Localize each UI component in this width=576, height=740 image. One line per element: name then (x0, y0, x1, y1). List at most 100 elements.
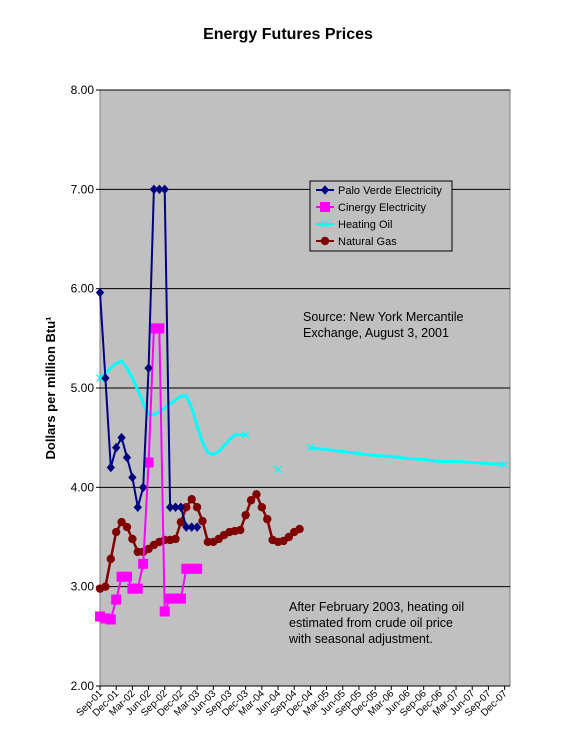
cinergy-electricity-point (165, 593, 176, 604)
palo-verde-electricity-point (117, 432, 126, 443)
heating-oil-note-line-2: estimated from crude oil price (289, 616, 453, 630)
y-tick-label: 4.00 (71, 480, 95, 494)
natural-gas-point (176, 517, 186, 527)
legend-label-heating-oil: Heating Oil (338, 219, 392, 231)
palo-verde-electricity-point (128, 472, 137, 483)
source-note-line-1: Source: New York Mercantile (303, 310, 464, 324)
natural-gas-point (263, 514, 272, 524)
natural-gas-point (187, 495, 196, 504)
natural-gas-point (295, 524, 304, 534)
cinergy-electricity-point (170, 593, 181, 604)
natural-gas-point (236, 525, 245, 535)
palo-verde-electricity-point (149, 184, 159, 195)
cinergy-electricity-point (100, 613, 111, 624)
legend-label-natural-gas: Natural Gas (338, 236, 397, 248)
source-note-line-2: Exchange, August 3, 2001 (303, 326, 449, 340)
natural-gas-point (128, 534, 137, 544)
heating-oil-point (96, 374, 104, 382)
y-axis-ticks: 2.00 3.00 4.00 5.00 6.00 7.00 8.00 (71, 83, 100, 693)
palo-verde-electricity-point (182, 522, 191, 532)
cinergy-electricity-point (192, 563, 203, 574)
cinergy-electricity-point (148, 323, 159, 334)
series-palo-verde-electricity (95, 184, 202, 532)
natural-gas-point (252, 490, 261, 499)
natural-gas-point (182, 503, 191, 512)
palo-verde-electricity-point (106, 462, 115, 473)
palo-verde-electricity-point (155, 184, 164, 195)
cinergy-electricity-point (127, 583, 138, 594)
palo-verde-electricity-point (187, 522, 196, 532)
heating-oil-point-stroke (306, 443, 315, 452)
natural-gas-point (101, 582, 110, 591)
y-tick-label: 5.00 (71, 381, 95, 395)
heating-oil-note-line-1: After February 2003, heating oil (289, 600, 464, 614)
natural-gas-point (284, 532, 294, 542)
cinergy-electricity-point (143, 457, 154, 468)
heating-oil-point (306, 443, 315, 452)
palo-verde-electricity-point (160, 184, 169, 195)
cinergy-electricity-point (132, 583, 143, 594)
natural-gas-point (106, 554, 115, 564)
cinergy-electricity-point (181, 563, 192, 574)
natural-gas-point (111, 527, 121, 537)
cinergy-electricity-point (138, 558, 149, 569)
palo-verde-electricity-point (133, 502, 142, 512)
legend-marker-natural-gas (320, 236, 330, 246)
cinergy-electricity-point (111, 594, 122, 605)
y-tick-label: 3.00 (71, 580, 95, 594)
heating-oil-point-stroke (241, 430, 250, 439)
cinergy-electricity-point (186, 563, 197, 574)
x-axis-ticks: Sep-01Dec-01Mar-02Jun-02Sep-02Dec-02Mar-… (75, 685, 510, 719)
palo-verde-electricity-point (171, 502, 180, 512)
cinergy-electricity-point (105, 614, 116, 625)
palo-verde-electricity-point (144, 363, 153, 373)
y-tick-label: 6.00 (71, 282, 95, 296)
legend-marker-heating-oil-stroke (321, 220, 329, 228)
source-note: Source: New York Mercantile Exchange, Au… (303, 310, 467, 340)
heating-oil-point (500, 460, 509, 469)
palo-verde-electricity-point (101, 373, 110, 383)
cinergy-electricity-point (175, 593, 186, 604)
heating-oil-point-stroke (274, 465, 282, 474)
palo-verde-electricity-point (95, 287, 105, 298)
palo-verde-electricity-point (192, 522, 202, 532)
legend-box (309, 180, 453, 252)
legend-marker-palo-verde-electricity (320, 185, 330, 195)
cinergy-electricity-point (116, 571, 127, 582)
legend-marker-cinergy-electricity (320, 202, 330, 212)
legend: Palo Verde Electricity Cinergy Electricit… (309, 180, 453, 252)
natural-gas-point (122, 522, 132, 532)
natural-gas-point (246, 496, 256, 505)
palo-verde-electricity-point (122, 452, 132, 463)
natural-gas-point (241, 510, 250, 520)
heating-oil-point (241, 430, 250, 439)
cinergy-electricity-point (159, 606, 170, 617)
natural-gas-point (257, 503, 267, 512)
y-axis-label: Dollars per million Btu¹ (43, 316, 58, 459)
natural-gas-point (171, 534, 180, 544)
legend-marker-heating-oil (321, 220, 329, 228)
heating-oil-point (274, 465, 282, 474)
cinergy-electricity-point (95, 611, 105, 622)
heating-oil-note: After February 2003, heating oil estimat… (288, 600, 468, 646)
heating-oil-note-line-3: with seasonal adjustment. (288, 632, 433, 646)
heating-oil-point-stroke (96, 374, 104, 382)
chart-title: Energy Futures Prices (203, 26, 373, 43)
natural-gas-point (198, 516, 207, 526)
heating-oil-point-stroke (500, 460, 509, 469)
heating-oil-line (310, 446, 505, 466)
palo-verde-electricity-point (165, 502, 175, 512)
y-tick-label: 8.00 (71, 83, 95, 97)
cinergy-electricity-point (121, 571, 132, 582)
palo-verde-electricity-point (138, 482, 148, 493)
series-layer (95, 184, 509, 625)
y-tick-label: 2.00 (71, 679, 95, 693)
heating-oil-line (98, 359, 246, 457)
series-heating-oil (96, 359, 509, 474)
legend-label-palo-verde-electricity: Palo Verde Electricity (338, 185, 442, 197)
palo-verde-electricity-point (176, 502, 186, 512)
cinergy-electricity-point (154, 323, 165, 334)
series-cinergy-electricity (95, 323, 203, 625)
y-tick-label: 7.00 (71, 182, 95, 196)
